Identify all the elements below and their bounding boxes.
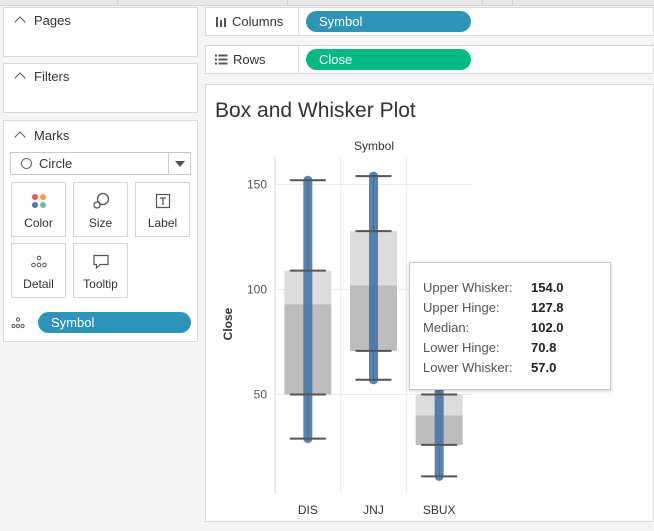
tooltip-value: 127.8 — [531, 300, 564, 315]
rows-close-pill[interactable]: Close — [306, 49, 471, 70]
tooltip-value: 70.8 — [531, 340, 557, 355]
speech-bubble-icon — [74, 254, 127, 270]
columns-shelf-label: Columns — [206, 8, 299, 35]
detail-button[interactable]: Detail — [11, 243, 66, 298]
tooltip-key: Median: — [423, 320, 470, 335]
label-button[interactable]: Label — [135, 182, 190, 237]
size-icon — [74, 192, 127, 209]
columns-icon — [216, 16, 226, 27]
mark-type-value: Circle — [39, 156, 73, 171]
tooltip-value: 102.0 — [531, 320, 564, 335]
x-axis-title: Symbol — [354, 139, 394, 153]
text-label-icon — [136, 193, 189, 209]
tooltip-row: Lower Whisker: 57.0 — [423, 360, 603, 375]
y-tick-label: 100 — [247, 283, 267, 297]
tooltip-button[interactable]: Tooltip — [73, 243, 128, 298]
circle-icon — [21, 158, 32, 169]
tooltip-key: Lower Whisker: — [423, 360, 513, 375]
mark-type-dropdown[interactable]: Circle — [10, 152, 191, 175]
y-tick-label: 50 — [254, 388, 268, 402]
color-button-label: Color — [24, 216, 53, 230]
y-axis-title: Close — [221, 307, 235, 340]
label-button-label: Label — [147, 216, 178, 230]
tooltip-key: Upper Hinge: — [423, 300, 500, 315]
tooltip-value: 154.0 — [531, 280, 564, 295]
tooltip-row: Lower Hinge: 70.8 — [423, 340, 603, 355]
tooltip-value: 57.0 — [531, 360, 557, 375]
x-tick-label: DIS — [298, 503, 318, 517]
tooltip-row: Upper Whisker: 154.0 — [423, 280, 603, 295]
filters-card[interactable]: Filters — [3, 63, 198, 113]
detail-dots-icon — [12, 254, 65, 270]
top-toolbar-strip — [0, 0, 654, 6]
x-tick-label: JNJ — [363, 503, 384, 517]
marks-title: Marks — [34, 127, 70, 143]
columns-symbol-pill[interactable]: Symbol — [306, 11, 471, 32]
rows-label-text: Rows — [233, 52, 266, 67]
size-button-label: Size — [88, 216, 113, 230]
toolbar-segment — [0, 0, 118, 6]
detail-symbol-pill[interactable]: Symbol — [38, 312, 191, 333]
tooltip-row: Upper Hinge: 127.8 — [423, 300, 603, 315]
y-tick-label: 150 — [247, 178, 267, 192]
tooltip-button-label: Tooltip — [83, 277, 118, 291]
chevron-down-icon[interactable] — [168, 153, 190, 174]
rows-shelf-label: Rows — [206, 46, 299, 73]
pages-title: Pages — [34, 12, 71, 28]
tooltip-row: Median: 102.0 — [423, 320, 603, 335]
color-button[interactable]: Color — [11, 182, 66, 237]
toolbar-segment — [483, 0, 513, 6]
view-title: Box and Whisker Plot — [215, 99, 416, 122]
filters-title: Filters — [34, 68, 70, 84]
toolbar-segment — [288, 0, 483, 6]
color-icon — [12, 193, 65, 209]
columns-label-text: Columns — [232, 14, 284, 29]
filters-header[interactable]: Filters — [14, 64, 69, 88]
pages-header[interactable]: Pages — [14, 8, 71, 32]
rows-icon — [215, 54, 228, 65]
toolbar-segment — [118, 0, 288, 6]
x-tick-label: SBUX — [423, 503, 456, 517]
pages-card[interactable]: Pages — [3, 7, 198, 57]
marks-header[interactable]: Marks — [14, 123, 69, 147]
detail-dots-icon — [11, 316, 25, 334]
box-tooltip: Upper Whisker: 154.0 Upper Hinge: 127.8 … — [409, 262, 611, 390]
size-button[interactable]: Size — [73, 182, 128, 237]
tooltip-key: Lower Hinge: — [423, 340, 500, 355]
detail-button-label: Detail — [23, 277, 54, 291]
tooltip-key: Upper Whisker: — [423, 280, 513, 295]
